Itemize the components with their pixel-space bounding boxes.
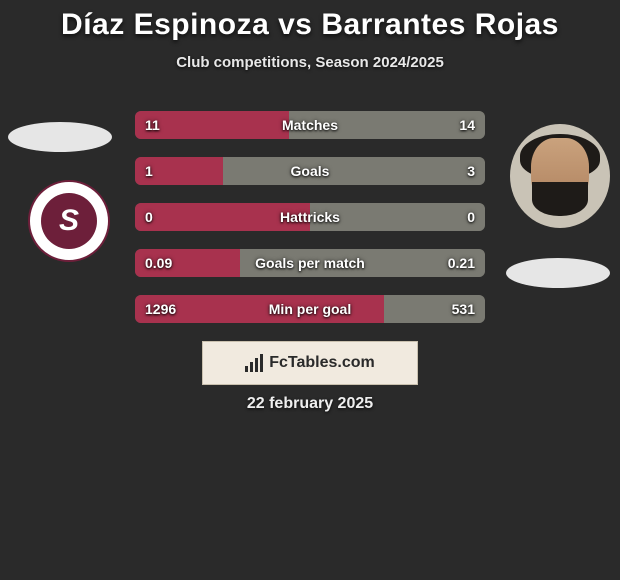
subtitle: Club competitions, Season 2024/2025 bbox=[0, 54, 620, 71]
stat-value-right: 0.21 bbox=[448, 255, 475, 271]
stat-value-right: 0 bbox=[467, 209, 475, 225]
stat-value-right: 14 bbox=[459, 117, 475, 133]
stat-bar-right bbox=[223, 157, 486, 185]
stat-value-left: 0.09 bbox=[145, 255, 172, 271]
brand-text: FcTables.com bbox=[269, 354, 375, 372]
stats-table: 11 14 Matches 1 3 Goals 0 0 Hattricks 0.09 0.21 Goa… bbox=[135, 111, 485, 323]
stat-row: 11 14 Matches bbox=[135, 111, 485, 139]
stat-row: 0.09 0.21 Goals per match bbox=[135, 249, 485, 277]
stat-label: Goals bbox=[291, 163, 330, 179]
page-title: Díaz Espinoza vs Barrantes Rojas bbox=[0, 8, 620, 42]
stat-value-left: 1296 bbox=[145, 301, 176, 317]
stat-label: Matches bbox=[282, 117, 338, 133]
stat-label: Goals per match bbox=[255, 255, 365, 271]
player2-shadow-ellipse bbox=[506, 258, 610, 288]
avatar-beard bbox=[532, 182, 588, 216]
stat-value-left: 1 bbox=[145, 163, 153, 179]
bars-icon bbox=[245, 354, 263, 372]
player1-club-badge: S bbox=[28, 180, 110, 262]
stat-label: Min per goal bbox=[269, 301, 351, 317]
brand-box: FcTables.com bbox=[202, 341, 418, 385]
player2-name: Barrantes Rojas bbox=[321, 8, 559, 41]
player1-name: Díaz Espinoza bbox=[61, 8, 269, 41]
player2-avatar bbox=[510, 124, 610, 228]
club-badge-letter: S bbox=[41, 193, 97, 249]
stat-value-left: 0 bbox=[145, 209, 153, 225]
stat-value-left: 11 bbox=[145, 117, 160, 133]
stat-row: 1296 531 Min per goal bbox=[135, 295, 485, 323]
stat-value-right: 531 bbox=[452, 301, 475, 317]
vs-label: vs bbox=[278, 8, 312, 41]
stat-value-right: 3 bbox=[467, 163, 475, 179]
comparison-card: Díaz Espinoza vs Barrantes Rojas Club co… bbox=[0, 0, 620, 413]
stat-label: Hattricks bbox=[280, 209, 340, 225]
player1-shadow-ellipse bbox=[8, 122, 112, 152]
stat-row: 0 0 Hattricks bbox=[135, 203, 485, 231]
footer-date: 22 february 2025 bbox=[0, 395, 620, 413]
stat-row: 1 3 Goals bbox=[135, 157, 485, 185]
